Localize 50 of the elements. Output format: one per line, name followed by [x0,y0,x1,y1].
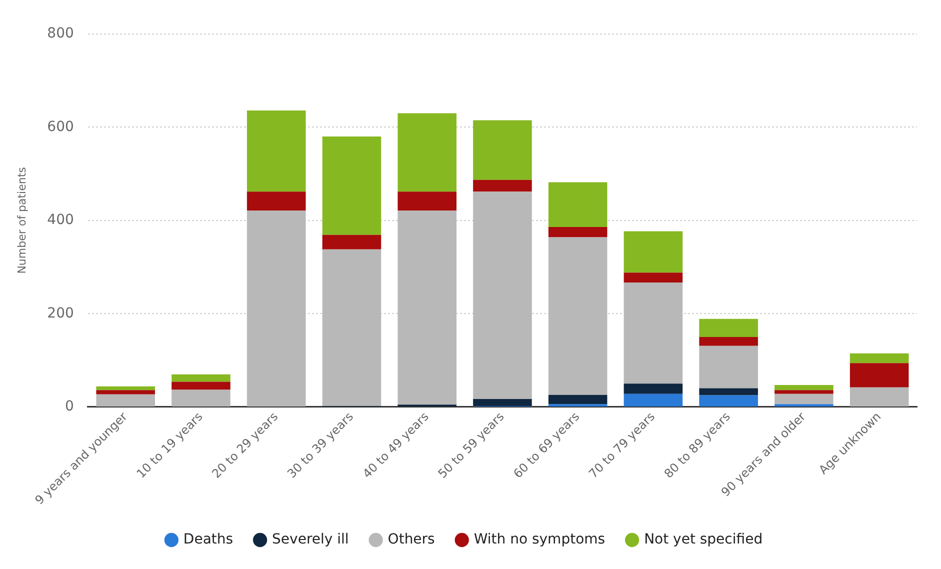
bar [699,337,758,346]
bar [96,386,155,390]
bar [624,231,683,273]
bar [322,249,382,406]
bar [398,113,456,192]
bar [473,192,532,400]
bar [96,390,155,394]
bar [322,136,382,235]
y-tick-label: 200 [47,305,74,322]
bar [850,353,909,364]
bar [548,227,608,238]
bar [172,382,230,390]
bar [473,180,532,192]
bar [850,387,909,406]
legend-label: Deaths [183,532,234,548]
legend-label: With no symptoms [474,532,606,548]
bar [774,390,834,394]
bar [548,394,608,404]
bar [850,363,909,388]
bar [624,282,683,384]
legend-label: Others [388,532,435,548]
bar [473,399,532,406]
bar [172,374,230,382]
legend-label: Severely ill [272,532,349,548]
bar [473,120,532,180]
bar [548,237,608,395]
y-tick-label: 0 [65,398,74,415]
bar [774,394,834,404]
y-axis-title: Number of patients [15,166,28,274]
bar [96,394,155,406]
bar [246,192,306,211]
bar [322,234,382,250]
bar [246,210,306,406]
bar [398,210,456,405]
legend-label: Not yet specified [644,532,763,548]
bar [398,192,456,211]
y-tick-label: 400 [47,212,74,228]
bar [624,394,683,406]
bar [774,385,834,390]
bar [624,384,683,394]
bar [172,390,230,406]
bar [624,272,683,282]
y-tick-label: 600 [47,118,74,135]
bar [699,318,758,338]
bar [246,110,306,192]
bar [548,182,608,227]
bar [699,388,758,396]
bar [699,395,758,406]
y-tick-label: 800 [47,26,74,42]
bar [699,346,758,388]
